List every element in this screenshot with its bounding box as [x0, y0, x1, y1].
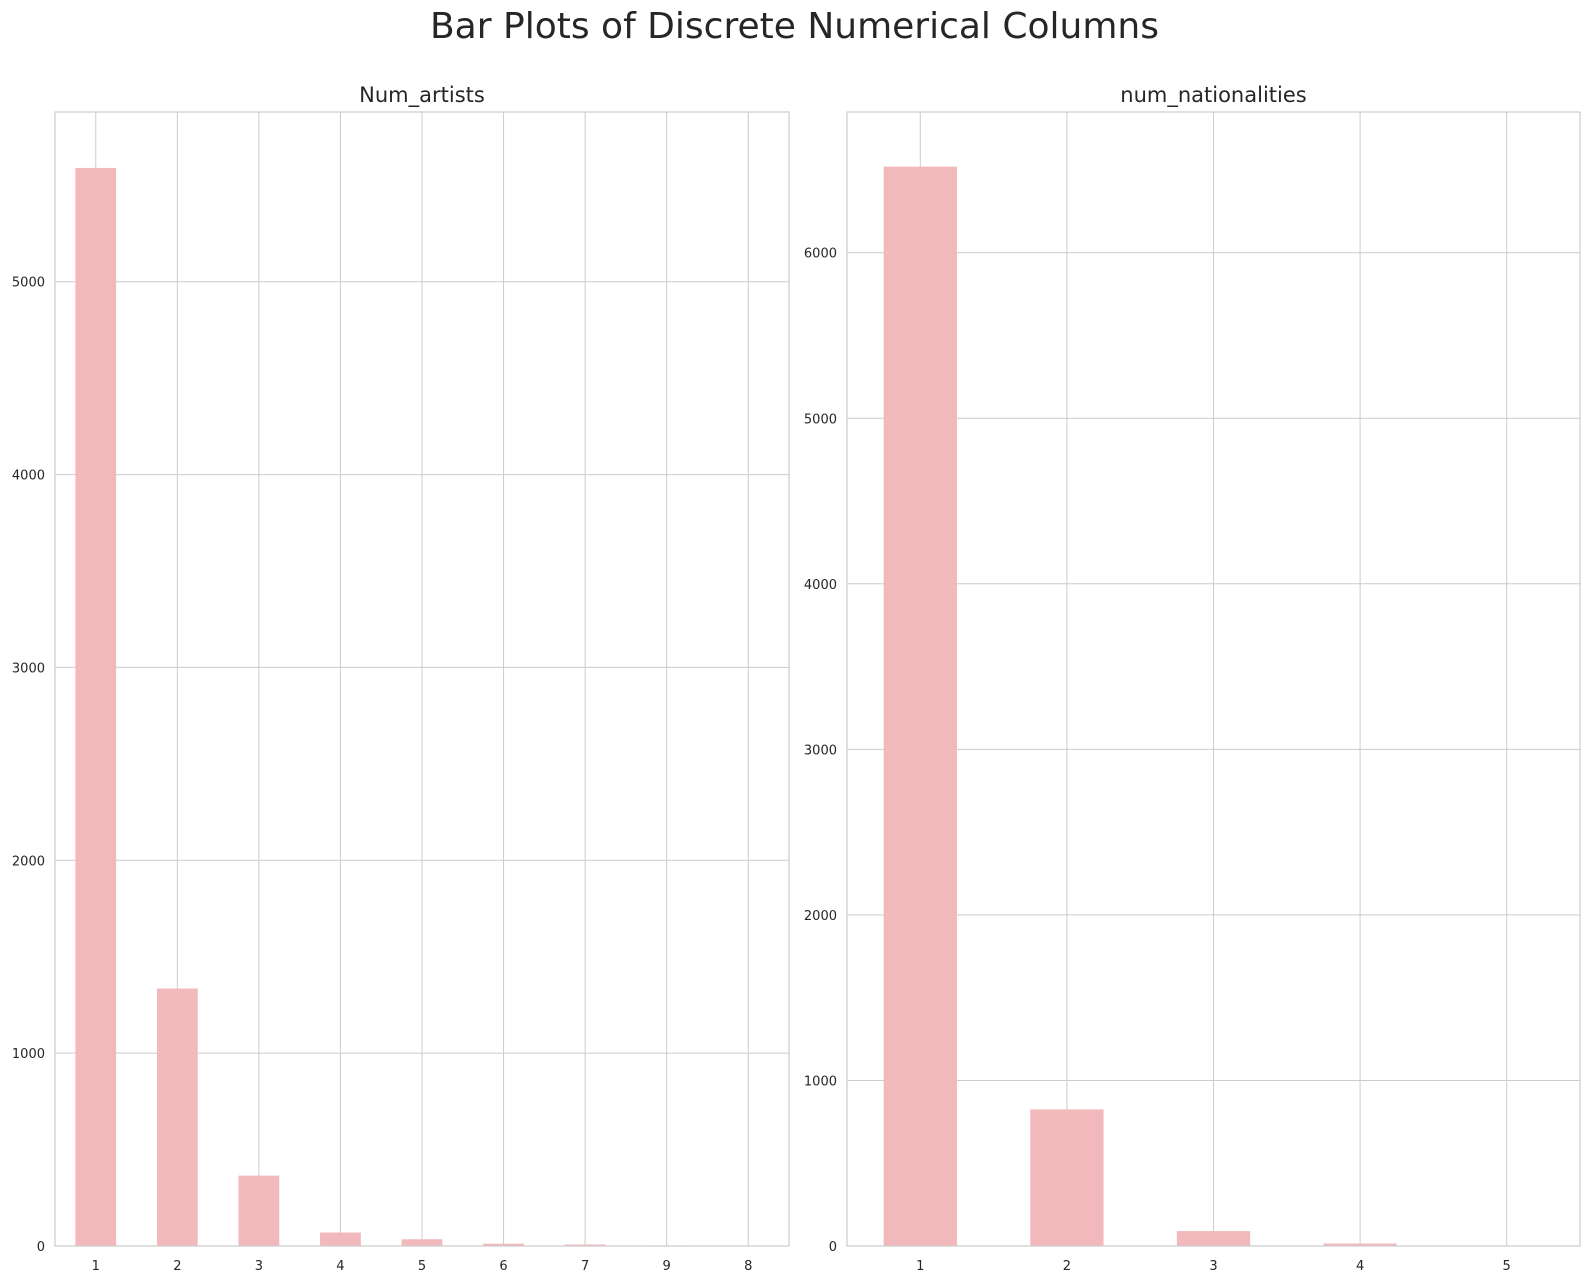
chart-2-ytick-label: 6000 — [804, 247, 837, 262]
chart-2-bar-1 — [883, 166, 957, 1247]
chart-2-title: num_nationalities — [1120, 83, 1306, 108]
chart-1-xtick-label: 1 — [92, 1259, 100, 1274]
chart-1-xtick-label: 7 — [581, 1259, 589, 1274]
chart-1-bar-1 — [75, 167, 117, 1246]
chart-1-bar-2 — [156, 988, 198, 1246]
chart-2-bar-4 — [1323, 1243, 1397, 1246]
chart-2-bar-3 — [1176, 1231, 1251, 1246]
chart-2-ytick-label: 1000 — [804, 1074, 837, 1089]
chart-2-bar-2 — [1030, 1109, 1104, 1246]
chart-1-xtick-label: 6 — [499, 1259, 507, 1274]
chart-1-bar-4 — [320, 1232, 361, 1246]
chart-2-xtick-label: 2 — [1063, 1259, 1071, 1274]
chart-2-ytick-label: 5000 — [804, 412, 837, 427]
chart-2-xtick-label: 1 — [916, 1259, 924, 1274]
chart-1-xtick-label: 9 — [663, 1259, 671, 1274]
chart-1-xtick-label: 8 — [744, 1259, 752, 1274]
chart-1-xtick-label: 3 — [255, 1259, 263, 1274]
chart-1-xtick-label: 5 — [418, 1259, 426, 1274]
chart-1-xtick-label: 4 — [336, 1259, 344, 1274]
chart-1-bar-5 — [401, 1239, 443, 1246]
chart-1-bar-3 — [238, 1175, 280, 1246]
chart-1-frame — [54, 111, 790, 1247]
chart-2-xtick-label: 3 — [1209, 1259, 1217, 1274]
chart-1-ytick-label: 5000 — [12, 276, 45, 291]
chart-1-bar-7 — [564, 1244, 606, 1246]
chart-1-ytick-label: 3000 — [12, 661, 45, 676]
chart-1-ytick-label: 2000 — [12, 854, 45, 869]
chart-2-ytick-label: 2000 — [804, 909, 837, 924]
chart-1-bar-6 — [483, 1243, 524, 1246]
chart-2-ytick-label: 0 — [829, 1240, 837, 1255]
chart-1-ytick-label: 1000 — [12, 1047, 45, 1062]
figure-title: Bar Plots of Discrete Numerical Columns — [429, 6, 1160, 47]
chart-1-ytick-label: 4000 — [12, 469, 45, 484]
chart-2-xtick-label: 4 — [1356, 1259, 1364, 1274]
chart-1-xtick-label: 2 — [173, 1259, 181, 1274]
chart-1-ytick-label: 0 — [37, 1240, 45, 1255]
chart-2-ytick-label: 3000 — [804, 743, 837, 758]
chart-1-title: Num_artists — [359, 83, 485, 108]
chart-2-frame — [846, 111, 1581, 1247]
chart-2-xtick-label: 5 — [1503, 1259, 1511, 1274]
chart-2-ytick-label: 4000 — [804, 578, 837, 593]
